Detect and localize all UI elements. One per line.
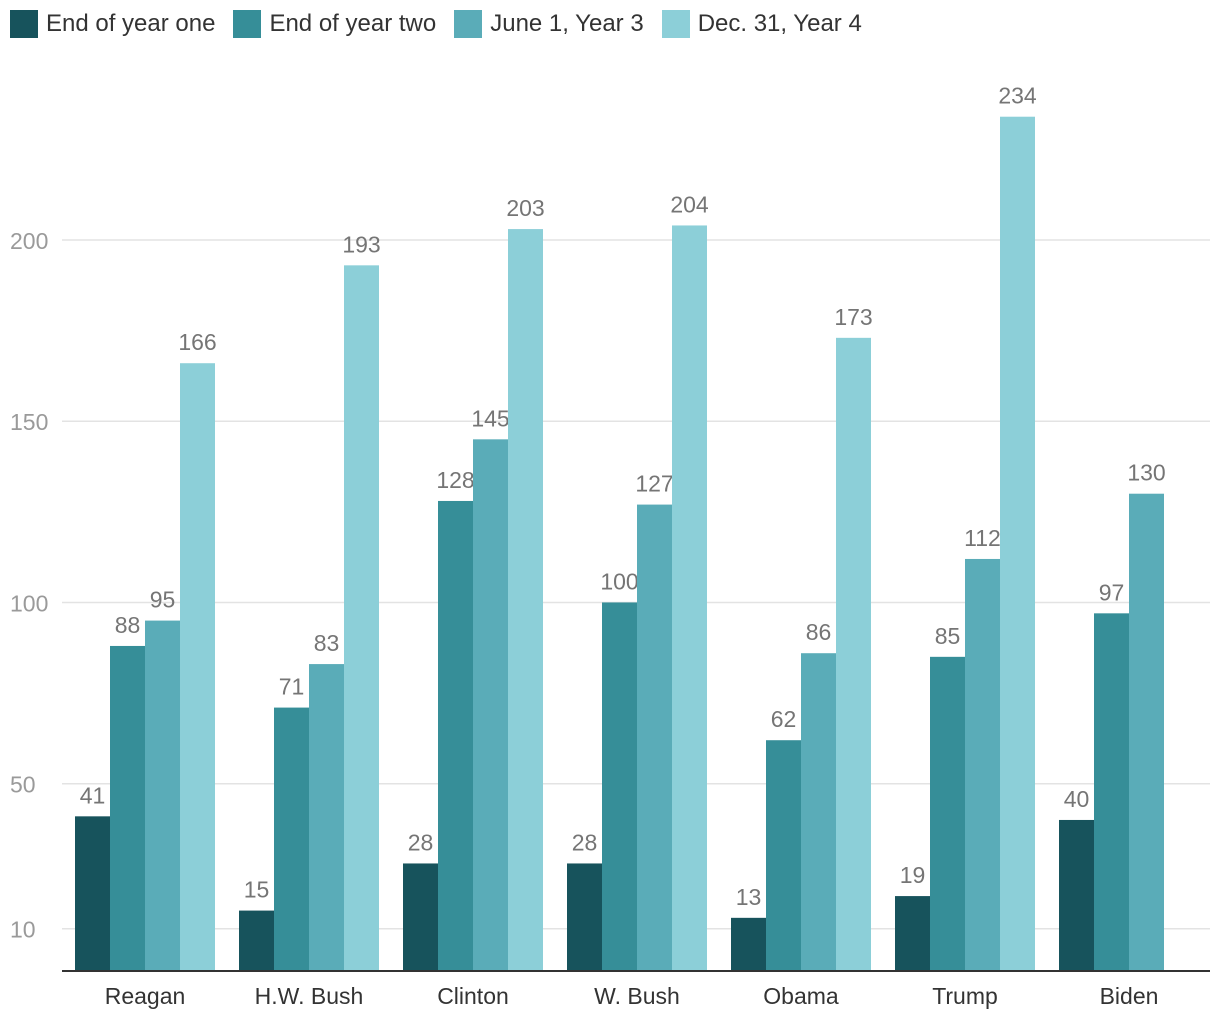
bar — [403, 863, 438, 971]
bar — [637, 504, 672, 971]
y-tick-label: 100 — [10, 590, 48, 616]
data-label: 19 — [900, 862, 926, 888]
bar — [473, 439, 508, 971]
data-label: 128 — [436, 467, 474, 493]
x-tick-label: Obama — [763, 983, 839, 1009]
x-tick-label: H.W. Bush — [255, 983, 364, 1009]
x-tick-label: W. Bush — [594, 983, 680, 1009]
legend-label-end-of-year-one: End of year one — [46, 10, 216, 37]
bar — [930, 656, 965, 971]
legend-label-june-1-year-3: June 1, Year 3 — [490, 10, 644, 37]
x-tick-label: Biden — [1100, 983, 1159, 1009]
bar — [344, 265, 379, 971]
legend-item-end-of-year-one: End of year one — [10, 10, 215, 38]
data-label: 40 — [1064, 786, 1090, 812]
data-label: 145 — [471, 405, 509, 431]
bar — [180, 363, 215, 971]
data-label: 28 — [408, 829, 434, 855]
bar — [145, 620, 180, 971]
x-tick-label: Clinton — [437, 983, 509, 1009]
legend: End of year one End of year two June 1, … — [10, 10, 862, 38]
legend-swatch-end-of-year-two — [233, 10, 262, 38]
bar — [567, 863, 602, 971]
data-label: 130 — [1127, 460, 1165, 486]
y-tick-label: 150 — [10, 409, 48, 435]
data-label: 85 — [935, 623, 961, 649]
data-label: 234 — [998, 83, 1037, 109]
legend-item-end-of-year-two: End of year two — [233, 10, 436, 38]
bar — [965, 558, 1000, 971]
x-tick-label: Trump — [932, 983, 998, 1009]
bar — [75, 816, 110, 971]
x-tick-label: Reagan — [105, 983, 186, 1009]
bar — [110, 645, 145, 971]
bar — [801, 653, 836, 971]
data-label: 13 — [736, 884, 762, 910]
legend-swatch-end-of-year-one — [10, 10, 38, 38]
data-label: 83 — [314, 630, 340, 656]
data-label: 97 — [1099, 579, 1125, 605]
bar — [1000, 116, 1035, 971]
legend-item-june-1-year-3: June 1, Year 3 — [454, 10, 644, 38]
data-label: 71 — [279, 674, 305, 700]
bar — [239, 910, 274, 971]
data-label: 100 — [600, 568, 638, 594]
bar — [438, 500, 473, 971]
legend-swatch-dec-31-year-4 — [661, 10, 690, 38]
data-label: 88 — [115, 612, 141, 638]
bar — [836, 337, 871, 971]
data-label: 193 — [342, 231, 380, 257]
y-tick-label: 200 — [10, 228, 48, 254]
bar — [731, 917, 766, 971]
data-label: 166 — [178, 329, 216, 355]
y-tick-label: 50 — [10, 772, 36, 798]
data-label: 86 — [806, 619, 832, 645]
data-label: 173 — [834, 304, 872, 330]
bar — [1094, 613, 1129, 971]
data-label: 62 — [771, 706, 797, 732]
bar — [508, 229, 543, 971]
data-label: 41 — [80, 782, 106, 808]
bar — [274, 707, 309, 971]
bar — [766, 740, 801, 971]
y-tick-label: 10 — [10, 917, 36, 943]
legend-label-end-of-year-two: End of year two — [269, 10, 437, 37]
bar — [309, 664, 344, 971]
data-label: 127 — [635, 471, 673, 497]
data-label: 28 — [572, 829, 598, 855]
data-label: 203 — [506, 195, 544, 221]
bar — [1129, 493, 1164, 971]
bar — [672, 225, 707, 971]
legend-label-dec-31-year-4: Dec. 31, Year 4 — [697, 10, 862, 37]
legend-item-dec-31-year-4: Dec. 31, Year 4 — [661, 10, 862, 38]
bar — [602, 602, 637, 971]
bar — [1059, 819, 1094, 971]
data-label: 112 — [964, 525, 1001, 551]
bar — [895, 896, 930, 971]
data-label: 15 — [244, 877, 270, 903]
data-label: 204 — [670, 191, 709, 217]
data-label: 95 — [150, 587, 176, 613]
legend-swatch-june-1-year-3 — [454, 10, 483, 38]
